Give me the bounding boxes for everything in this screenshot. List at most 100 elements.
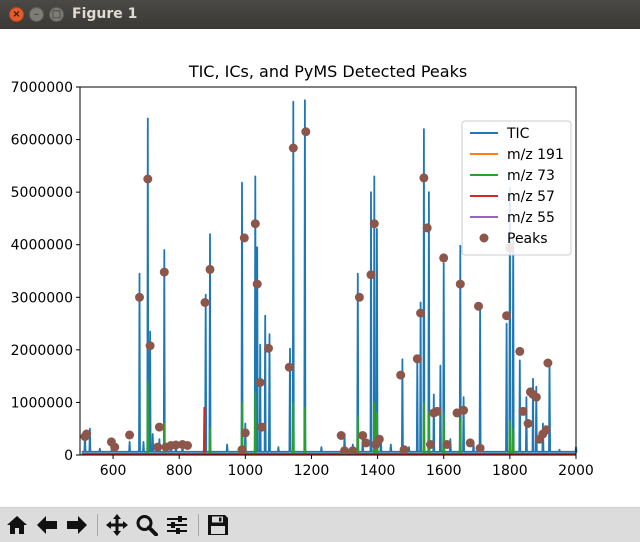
peak-marker [250, 219, 260, 229]
peak-marker [340, 446, 349, 456]
peak-marker [531, 392, 541, 402]
legend-label: m/z 55 [507, 210, 555, 226]
toolbar-separator [97, 514, 98, 536]
peak-marker [455, 279, 465, 289]
peak-marker [465, 438, 475, 448]
x-tick-label: 1400 [360, 463, 396, 479]
peak-marker [459, 405, 469, 415]
y-tick-label: 1000000 [11, 395, 73, 411]
y-tick-label: 5000000 [11, 185, 73, 201]
peak-marker [239, 233, 249, 243]
peak-marker [439, 253, 449, 263]
x-tick-label: 1200 [294, 463, 330, 479]
legend-swatch [479, 233, 489, 243]
peak-marker [159, 267, 169, 277]
floppy-disk-icon [208, 515, 228, 535]
window-title: Figure 1 [72, 6, 138, 22]
peak-marker [240, 428, 250, 438]
x-tick-label: 2000 [558, 463, 594, 479]
peak-marker [153, 442, 163, 452]
peak-marker [432, 406, 442, 416]
peak-marker [502, 311, 512, 321]
x-tick-label: 1800 [492, 463, 528, 479]
peak-marker [354, 292, 364, 302]
peak-marker [125, 430, 135, 440]
legend-label: m/z 57 [507, 189, 555, 205]
arrow-right-icon [67, 516, 87, 534]
peak-marker [284, 362, 294, 372]
peak-marker [252, 279, 262, 289]
arrow-left-icon [37, 516, 57, 534]
forward-button[interactable] [63, 512, 91, 538]
peak-marker [543, 358, 553, 368]
x-tick-label: 800 [166, 463, 193, 479]
y-tick-label: 0 [64, 448, 73, 464]
peak-marker [422, 223, 432, 233]
peak-marker [426, 440, 435, 449]
back-button[interactable] [33, 512, 61, 538]
x-tick-label: 1000 [228, 463, 264, 479]
minimize-icon: – [34, 9, 39, 20]
peak-marker [143, 174, 153, 184]
x-tick-label: 600 [100, 463, 127, 479]
sliders-icon [167, 516, 187, 534]
save-button[interactable] [204, 512, 232, 538]
home-icon [7, 516, 27, 534]
minimize-button[interactable]: – [29, 7, 44, 22]
peak-marker [135, 292, 144, 302]
legend-label: Peaks [507, 231, 548, 247]
close-icon: × [12, 9, 21, 20]
peak-marker [110, 442, 120, 452]
peak-marker [412, 354, 422, 364]
peak-marker [475, 443, 485, 453]
pan-button[interactable] [103, 512, 131, 538]
peak-marker [358, 431, 368, 440]
peak-marker [82, 429, 92, 439]
maximize-icon: □ [51, 9, 62, 20]
y-tick-label: 2000000 [11, 343, 73, 359]
series-line-2 [81, 380, 576, 455]
peak-marker [396, 370, 406, 380]
peak-marker [154, 422, 164, 432]
peak-marker [523, 419, 533, 428]
zoom-button[interactable] [133, 512, 161, 538]
peak-marker [416, 308, 426, 318]
peak-marker [369, 219, 379, 229]
toolbar-separator [198, 514, 199, 536]
legend-label: m/z 191 [507, 147, 564, 163]
maximize-button[interactable]: □ [49, 7, 64, 22]
y-tick-label: 3000000 [11, 290, 73, 306]
peak-marker [237, 445, 247, 455]
peak-marker [474, 301, 483, 311]
peak-marker [257, 422, 267, 432]
peak-marker [541, 425, 551, 435]
plot-frame [79, 86, 577, 456]
x-tick-label: 1600 [426, 463, 462, 479]
peak-marker [419, 173, 429, 183]
series-line-0 [81, 99, 578, 453]
y-tick-label: 6000000 [11, 133, 73, 149]
peak-marker [518, 406, 528, 416]
move-icon [106, 514, 128, 536]
window-titlebar: × – □ Figure 1 [0, 0, 640, 29]
chart: TIC, ICs, and PyMS Detected Peaks 600 800… [11, 62, 594, 479]
home-button[interactable] [3, 512, 31, 538]
peak-marker [336, 431, 346, 440]
peak-marker [255, 378, 265, 387]
configure-subplots-button[interactable] [163, 512, 191, 538]
peak-marker [205, 264, 215, 274]
close-button[interactable]: × [9, 7, 24, 22]
peak-marker [348, 446, 358, 456]
chart-title: TIC, ICs, and PyMS Detected Peaks [188, 62, 467, 81]
navigation-toolbar [0, 507, 640, 542]
peak-marker [183, 441, 192, 450]
peak-marker [171, 440, 181, 450]
peak-marker [361, 438, 371, 448]
peak-marker [442, 440, 452, 449]
peak-marker [288, 143, 298, 153]
peak-marker [264, 343, 273, 353]
peak-marker [366, 270, 376, 280]
legend-label: m/z 73 [507, 168, 555, 184]
y-tick-label: 4000000 [11, 238, 73, 254]
figure-canvas: TIC, ICs, and PyMS Detected Peaks 600 800… [0, 29, 640, 507]
